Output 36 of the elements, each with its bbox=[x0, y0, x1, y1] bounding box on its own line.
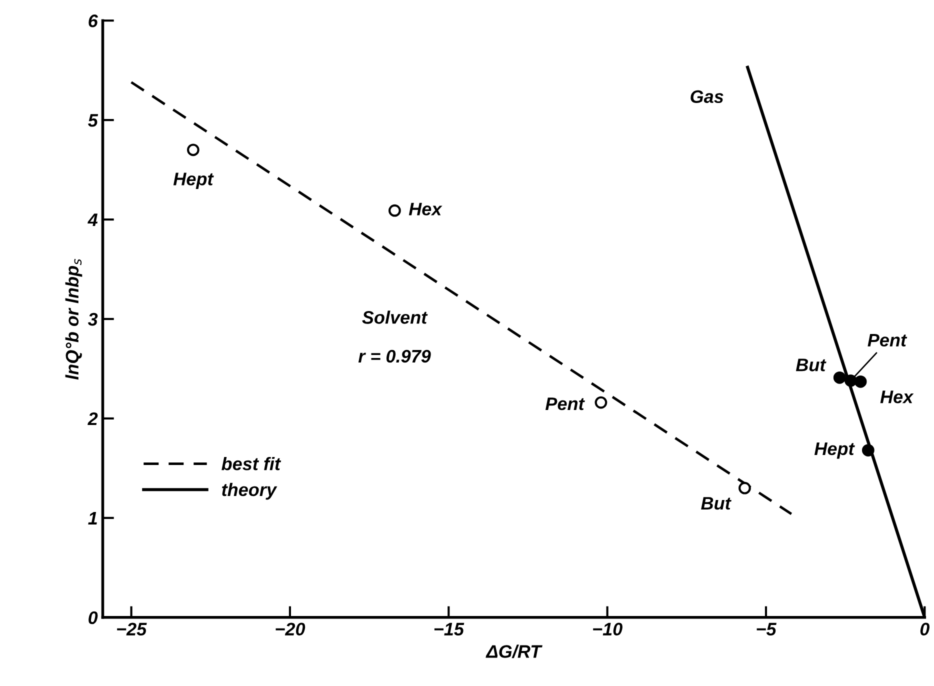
y-tick-label: 1 bbox=[88, 512, 97, 524]
y-tick-label: 3 bbox=[88, 312, 98, 326]
x-tick-label: −5 bbox=[756, 622, 776, 636]
point bbox=[854, 375, 867, 388]
annotation: Hept bbox=[814, 442, 855, 459]
annotation: Hex bbox=[880, 390, 914, 404]
annotation: r = 0.979 bbox=[358, 350, 431, 363]
point bbox=[594, 396, 608, 409]
x-tick-label: −15 bbox=[434, 622, 464, 636]
annotation: Solvent bbox=[362, 310, 428, 324]
y-tick-label: 5 bbox=[88, 114, 98, 127]
annotation: Gas bbox=[690, 90, 724, 104]
x-axis-title: ΔG/RT bbox=[486, 644, 542, 658]
y-tick-label: 0 bbox=[88, 611, 98, 624]
point bbox=[738, 482, 751, 494]
x-tick-label: −25 bbox=[117, 622, 147, 636]
point bbox=[844, 374, 857, 387]
annotation: Pent bbox=[545, 398, 585, 410]
annotation: Hept bbox=[173, 172, 214, 189]
y-tick-label: 2 bbox=[88, 412, 98, 425]
point bbox=[388, 204, 401, 217]
y-axis-title: lnQ°b or lnbp$_{s}$ bbox=[65, 258, 82, 380]
legend-label: best fit bbox=[222, 457, 282, 470]
point bbox=[833, 371, 846, 384]
x-tick-label: −20 bbox=[276, 622, 306, 636]
x-tick-label: −10 bbox=[593, 622, 622, 636]
y-tick-label: 4 bbox=[88, 214, 98, 226]
point bbox=[186, 144, 200, 156]
annotation: But bbox=[796, 358, 826, 372]
point bbox=[862, 444, 874, 456]
y-tick-label: 6 bbox=[88, 14, 98, 28]
legend-label: theory bbox=[222, 482, 278, 500]
x-tick-label: 0 bbox=[920, 622, 930, 636]
annotation: Hex bbox=[408, 202, 442, 216]
annotation: But bbox=[701, 497, 732, 510]
annotation: Pent bbox=[868, 334, 908, 347]
